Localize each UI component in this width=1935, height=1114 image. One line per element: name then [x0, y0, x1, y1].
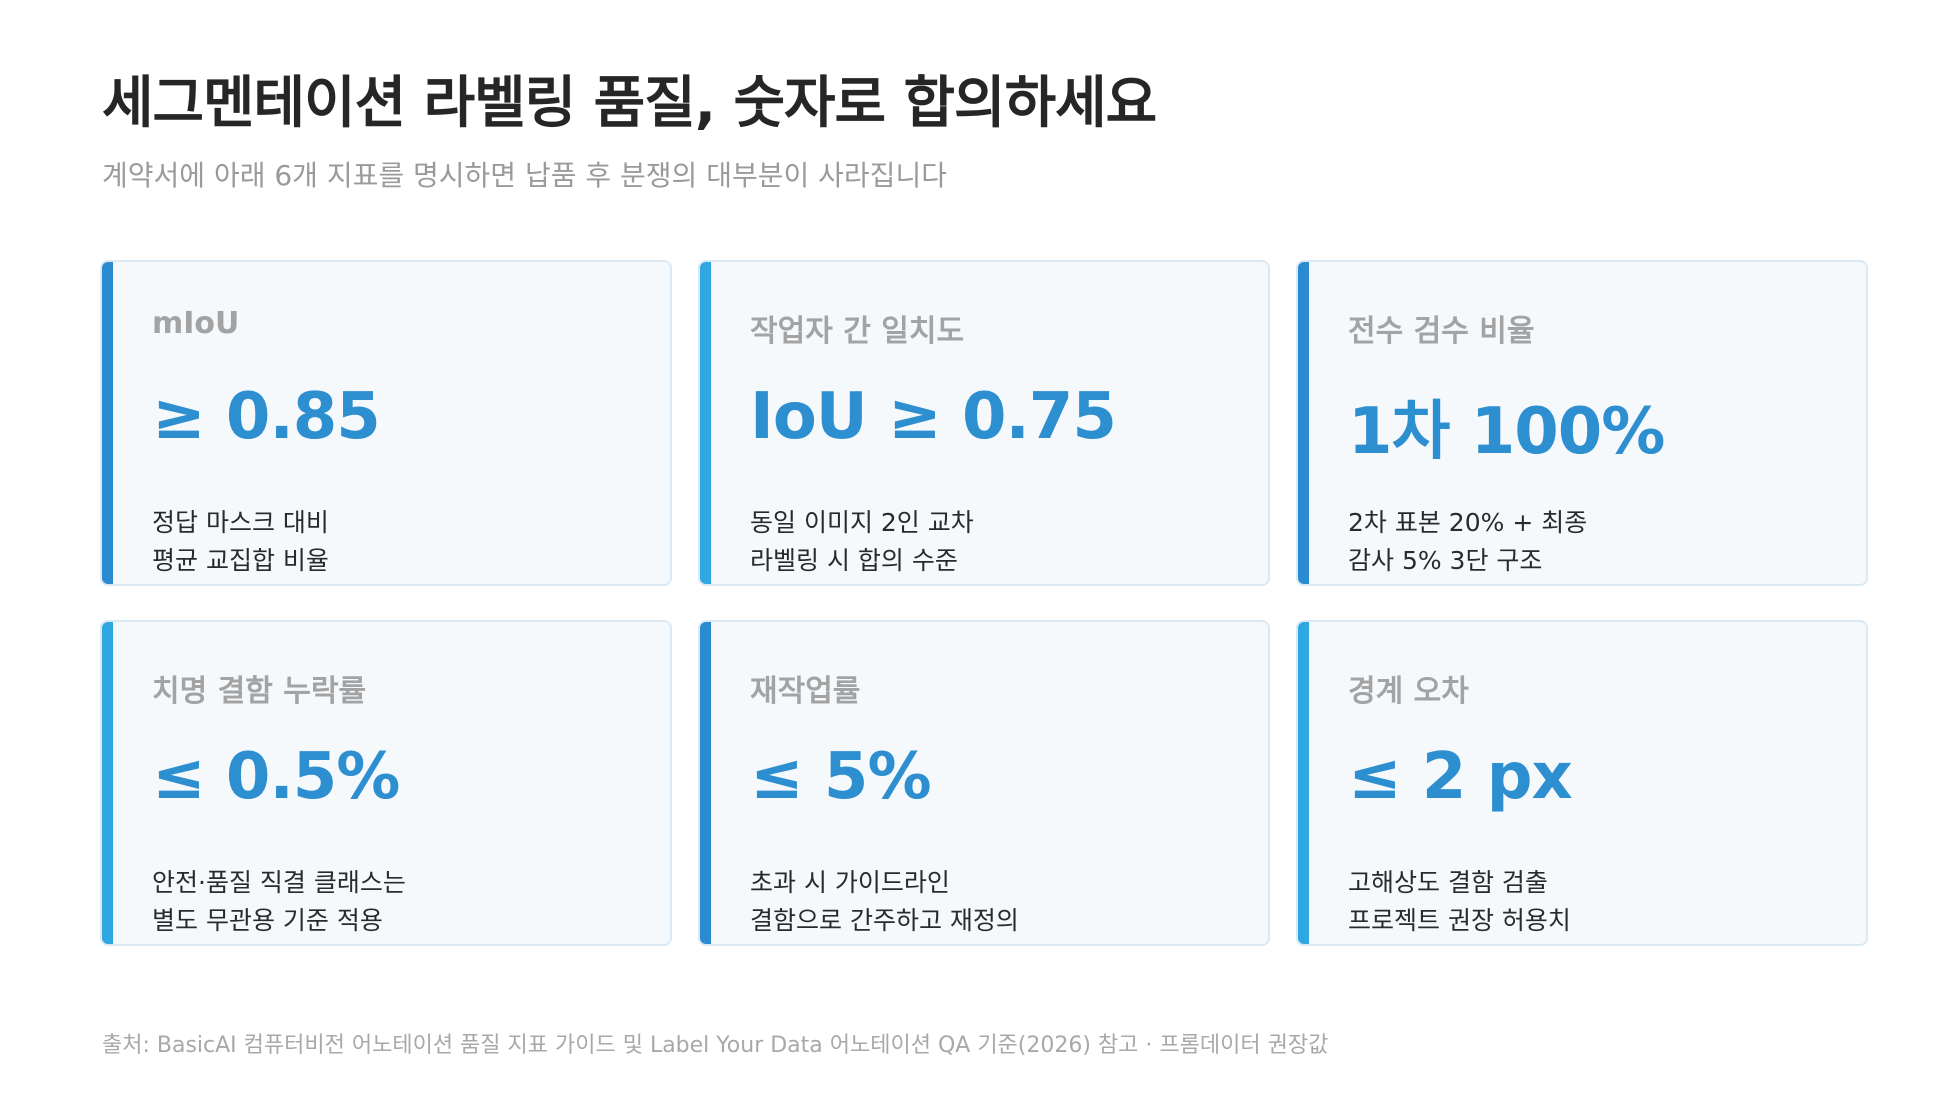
metric-card-boundary-error: 경계 오차 ≤ 2 px 고해상도 결함 검출 프로젝트 권장 허용치	[1296, 620, 1868, 946]
metric-card-miou: mIoU ≥ 0.85 정답 마스크 대비 평균 교집합 비율	[100, 260, 672, 586]
metric-description: 안전·품질 직결 클래스는 별도 무관용 기준 적용	[152, 864, 406, 940]
metric-description: 동일 이미지 2인 교차 라벨링 시 합의 수준	[750, 504, 974, 580]
metric-description-line: 평균 교집합 비율	[152, 546, 329, 575]
metric-description-line: 정답 마스크 대비	[152, 508, 329, 537]
metric-description: 2차 표본 20% + 최종 감사 5% 3단 구조	[1348, 504, 1587, 580]
metric-card-review-ratio: 전수 검수 비율 1차 100% 2차 표본 20% + 최종 감사 5% 3단…	[1296, 260, 1868, 586]
metric-description-line: 결함으로 간주하고 재정의	[750, 906, 1019, 935]
metric-description-line: 고해상도 결함 검출	[1348, 868, 1548, 897]
card-accent-bar	[700, 622, 711, 944]
metric-description: 고해상도 결함 검출 프로젝트 권장 허용치	[1348, 864, 1571, 940]
card-accent-bar	[700, 262, 711, 584]
metric-description: 정답 마스크 대비 평균 교집합 비율	[152, 504, 329, 580]
metric-value: ≤ 2 px	[1348, 740, 1573, 814]
metric-description-line: 라벨링 시 합의 수준	[750, 546, 958, 575]
metric-value: IoU ≥ 0.75	[750, 380, 1117, 454]
metric-label: 치명 결함 누락률	[152, 674, 367, 709]
metric-label: 전수 검수 비율	[1348, 314, 1535, 349]
card-accent-bar	[102, 622, 113, 944]
card-accent-bar	[1298, 262, 1309, 584]
metric-value: ≥ 0.85	[152, 380, 381, 454]
metric-value: ≤ 5%	[750, 740, 932, 814]
metric-description-line: 프로젝트 권장 허용치	[1348, 906, 1571, 935]
metrics-grid: mIoU ≥ 0.85 정답 마스크 대비 평균 교집합 비율 작업자 간 일치…	[100, 260, 1868, 946]
metric-label: 재작업률	[750, 674, 861, 709]
metric-card-inter-annotator-agreement: 작업자 간 일치도 IoU ≥ 0.75 동일 이미지 2인 교차 라벨링 시 …	[698, 260, 1270, 586]
metric-value: 1차 100%	[1348, 395, 1665, 469]
metric-description-line: 감사 5% 3단 구조	[1348, 546, 1543, 575]
source-footnote: 출처: BasicAI 컴퓨터비전 어노테이션 품질 지표 가이드 및 Labe…	[102, 1033, 1329, 1058]
metric-card-rework-rate: 재작업률 ≤ 5% 초과 시 가이드라인 결함으로 간주하고 재정의	[698, 620, 1270, 946]
page-title: 세그멘테이션 라벨링 품질, 숫자로 합의하세요	[102, 71, 1157, 136]
card-accent-bar	[1298, 622, 1309, 944]
metric-label: 작업자 간 일치도	[750, 314, 965, 349]
metric-description: 초과 시 가이드라인 결함으로 간주하고 재정의	[750, 864, 1019, 940]
metric-label: 경계 오차	[1348, 674, 1469, 709]
metric-card-critical-miss-rate: 치명 결함 누락률 ≤ 0.5% 안전·품질 직결 클래스는 별도 무관용 기준…	[100, 620, 672, 946]
metric-description-line: 초과 시 가이드라인	[750, 868, 950, 897]
metric-description-line: 안전·품질 직결 클래스는	[152, 868, 406, 897]
metric-label: mIoU	[152, 306, 240, 341]
metric-value: ≤ 0.5%	[152, 740, 400, 814]
metric-description-line: 별도 무관용 기준 적용	[152, 906, 383, 935]
card-accent-bar	[102, 262, 113, 584]
metric-description-line: 2차 표본 20% + 최종	[1348, 508, 1588, 537]
metric-description-line: 동일 이미지 2인 교차	[750, 508, 974, 537]
page-subtitle: 계약서에 아래 6개 지표를 명시하면 납품 후 분쟁의 대부분이 사라집니다	[102, 159, 947, 192]
